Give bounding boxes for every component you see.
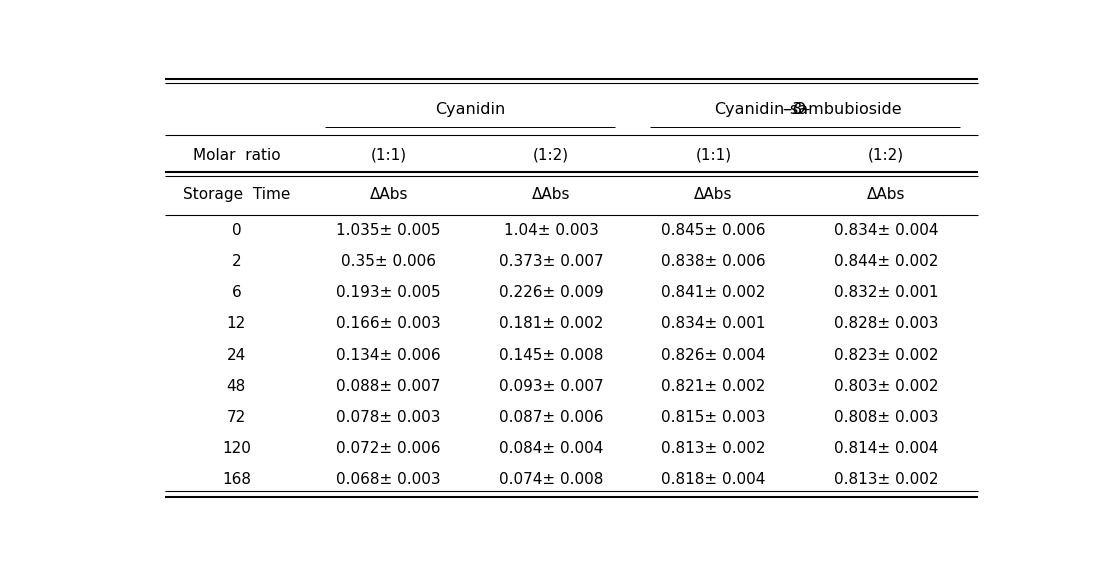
Text: 0.834± 0.001: 0.834± 0.001 — [661, 316, 766, 331]
Text: 1.04± 0.003: 1.04± 0.003 — [504, 223, 599, 238]
Text: 24: 24 — [226, 348, 246, 363]
Text: 0.078± 0.003: 0.078± 0.003 — [337, 410, 440, 425]
Text: 0.808± 0.003: 0.808± 0.003 — [834, 410, 939, 425]
Text: 0.074± 0.008: 0.074± 0.008 — [498, 472, 603, 487]
Text: ΔAbs: ΔAbs — [369, 187, 408, 203]
Text: 0.823± 0.002: 0.823± 0.002 — [834, 348, 939, 363]
Text: 168: 168 — [222, 472, 251, 487]
Text: 0.834± 0.004: 0.834± 0.004 — [834, 223, 939, 238]
Text: 120: 120 — [222, 441, 251, 456]
Text: 1.035± 0.005: 1.035± 0.005 — [337, 223, 440, 238]
Text: Storage  Time: Storage Time — [183, 187, 290, 203]
Text: 0.815± 0.003: 0.815± 0.003 — [661, 410, 766, 425]
Text: 0.068± 0.003: 0.068± 0.003 — [337, 472, 442, 487]
Text: 0.226± 0.009: 0.226± 0.009 — [498, 285, 603, 300]
Text: O: O — [793, 102, 805, 117]
Text: 6: 6 — [232, 285, 241, 300]
Text: 0.093± 0.007: 0.093± 0.007 — [498, 379, 603, 394]
Text: 0.35± 0.006: 0.35± 0.006 — [341, 254, 436, 269]
Text: 0.821± 0.002: 0.821± 0.002 — [661, 379, 766, 394]
Text: 0.134± 0.006: 0.134± 0.006 — [337, 348, 442, 363]
Text: ΔAbs: ΔAbs — [695, 187, 733, 203]
Text: 0: 0 — [232, 223, 241, 238]
Text: 0.166± 0.003: 0.166± 0.003 — [337, 316, 442, 331]
Text: 0.193± 0.005: 0.193± 0.005 — [337, 285, 442, 300]
Text: 12: 12 — [226, 316, 246, 331]
Text: 0.828± 0.003: 0.828± 0.003 — [834, 316, 939, 331]
Text: 0.814± 0.004: 0.814± 0.004 — [834, 441, 939, 456]
Text: Molar  ratio: Molar ratio — [193, 148, 280, 162]
Text: 0.181± 0.002: 0.181± 0.002 — [498, 316, 603, 331]
Text: 0.373± 0.007: 0.373± 0.007 — [498, 254, 603, 269]
Text: (1:1): (1:1) — [696, 148, 731, 162]
Text: 72: 72 — [226, 410, 246, 425]
Text: 0.088± 0.007: 0.088± 0.007 — [337, 379, 440, 394]
Text: ΔAbs: ΔAbs — [867, 187, 905, 203]
Text: (1:2): (1:2) — [533, 148, 569, 162]
Text: 0.813± 0.002: 0.813± 0.002 — [834, 472, 939, 487]
Text: (1:1): (1:1) — [370, 148, 407, 162]
Text: 0.826± 0.004: 0.826± 0.004 — [661, 348, 766, 363]
Text: (1:2): (1:2) — [869, 148, 904, 162]
Text: 0.845± 0.006: 0.845± 0.006 — [661, 223, 766, 238]
Text: 0.844± 0.002: 0.844± 0.002 — [834, 254, 939, 269]
Text: 0.818± 0.004: 0.818± 0.004 — [661, 472, 766, 487]
Text: 0.813± 0.002: 0.813± 0.002 — [661, 441, 766, 456]
Text: Cyanidin–3–: Cyanidin–3– — [714, 102, 811, 117]
Text: 0.841± 0.002: 0.841± 0.002 — [661, 285, 766, 300]
Text: –sambubioside: –sambubioside — [782, 102, 901, 117]
Text: 48: 48 — [226, 379, 246, 394]
Text: 0.803± 0.002: 0.803± 0.002 — [834, 379, 939, 394]
Text: Cyanidin: Cyanidin — [435, 102, 505, 117]
Text: 0.145± 0.008: 0.145± 0.008 — [498, 348, 603, 363]
Text: ΔAbs: ΔAbs — [532, 187, 571, 203]
Text: 0.084± 0.004: 0.084± 0.004 — [498, 441, 603, 456]
Text: 0.838± 0.006: 0.838± 0.006 — [661, 254, 766, 269]
Text: 2: 2 — [232, 254, 241, 269]
Text: 0.832± 0.001: 0.832± 0.001 — [834, 285, 939, 300]
Text: 0.072± 0.006: 0.072± 0.006 — [337, 441, 440, 456]
Text: 0.087± 0.006: 0.087± 0.006 — [498, 410, 603, 425]
